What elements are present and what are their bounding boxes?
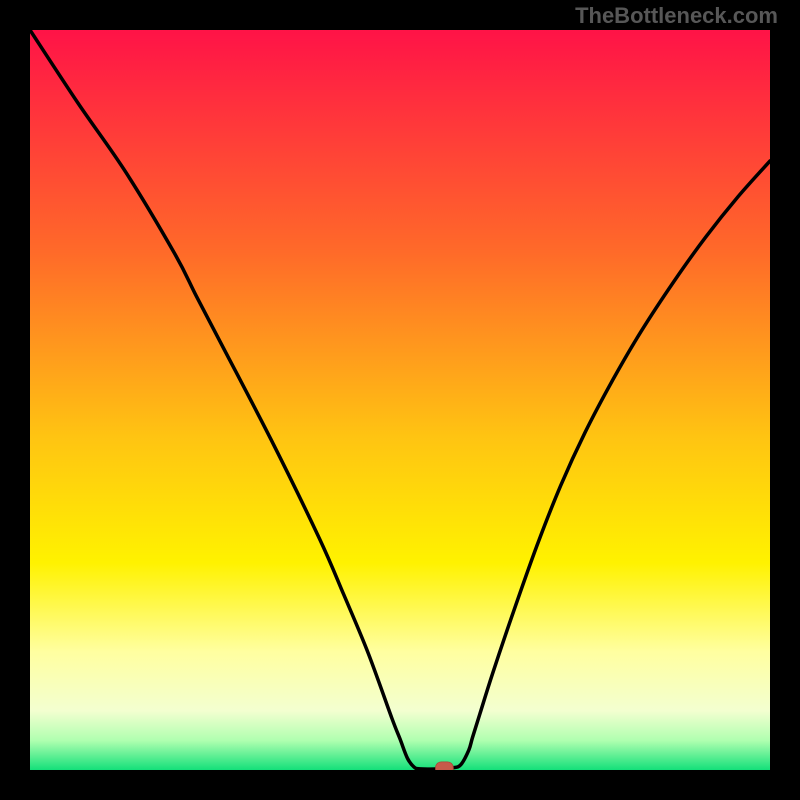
watermark-text: TheBottleneck.com [575, 3, 778, 29]
bottleneck-marker [436, 762, 454, 770]
chart-root: TheBottleneck.com [0, 0, 800, 800]
plot-svg [30, 30, 770, 770]
gradient-background [30, 30, 770, 770]
plot-area [30, 30, 770, 770]
